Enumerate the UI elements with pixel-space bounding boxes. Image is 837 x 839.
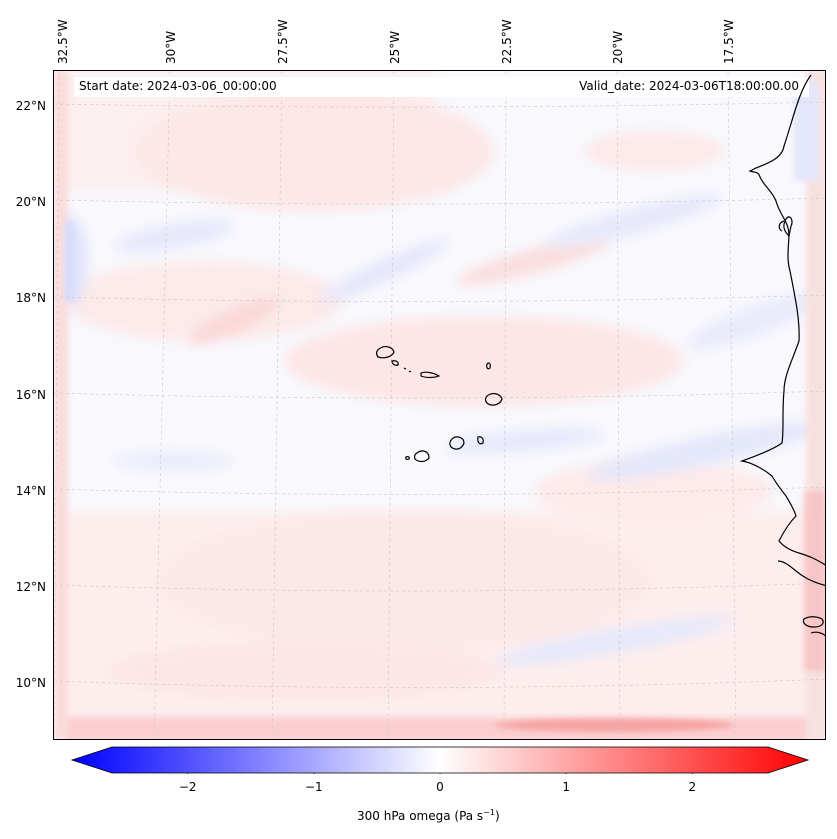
lon-label-17-5w: 17.5°W (722, 19, 736, 64)
colorbar-label-text: 300 hPa omega (Pa s (357, 809, 484, 823)
colorbar-bar (70, 746, 810, 774)
colorbar-label: 300 hPa omega (Pa s−1) (357, 808, 500, 823)
cape-verde-islands (376, 346, 503, 463)
colorbar-tick-label: 0 (436, 780, 444, 794)
lon-label-27-5w: 27.5°W (276, 19, 290, 64)
lat-label-14n: 14°N (15, 484, 46, 498)
lon-label-30w: 30°W (164, 30, 178, 64)
lat-label-18n: 18°N (15, 291, 46, 305)
lon-label-32-5w: 32.5°W (56, 19, 70, 64)
lat-label-12n: 12°N (15, 580, 46, 594)
date-strip (74, 77, 809, 97)
colorbar-tick-label: 1 (562, 780, 570, 794)
map-panel (53, 70, 826, 740)
coastline-africa (739, 74, 825, 637)
colorbar-tick-label: −2 (178, 780, 197, 794)
colorbar (70, 746, 810, 774)
colorbar-tick-label: −1 (304, 780, 323, 794)
graticule (54, 71, 825, 739)
lat-label-16n: 16°N (15, 388, 46, 402)
lon-label-25w: 25°W (388, 30, 402, 64)
omega-field-map (54, 71, 825, 739)
lat-label-20n: 20°N (15, 195, 46, 209)
lon-label-22-5w: 22.5°W (500, 19, 514, 64)
start-date-label: Start date: 2024-03-06_00:00:00 (79, 79, 277, 93)
colorbar-label-exponent: −1 (483, 808, 495, 817)
colorbar-tick-label: 2 (688, 780, 697, 794)
colorbar-label-suffix: ) (494, 809, 500, 823)
lat-label-10n: 10°N (15, 676, 46, 690)
valid-date-label: Valid_date: 2024-03-06T18:00:00.00 (579, 79, 799, 93)
lon-label-20w: 20°W (611, 30, 625, 64)
lat-label-22n: 22°N (15, 99, 46, 113)
